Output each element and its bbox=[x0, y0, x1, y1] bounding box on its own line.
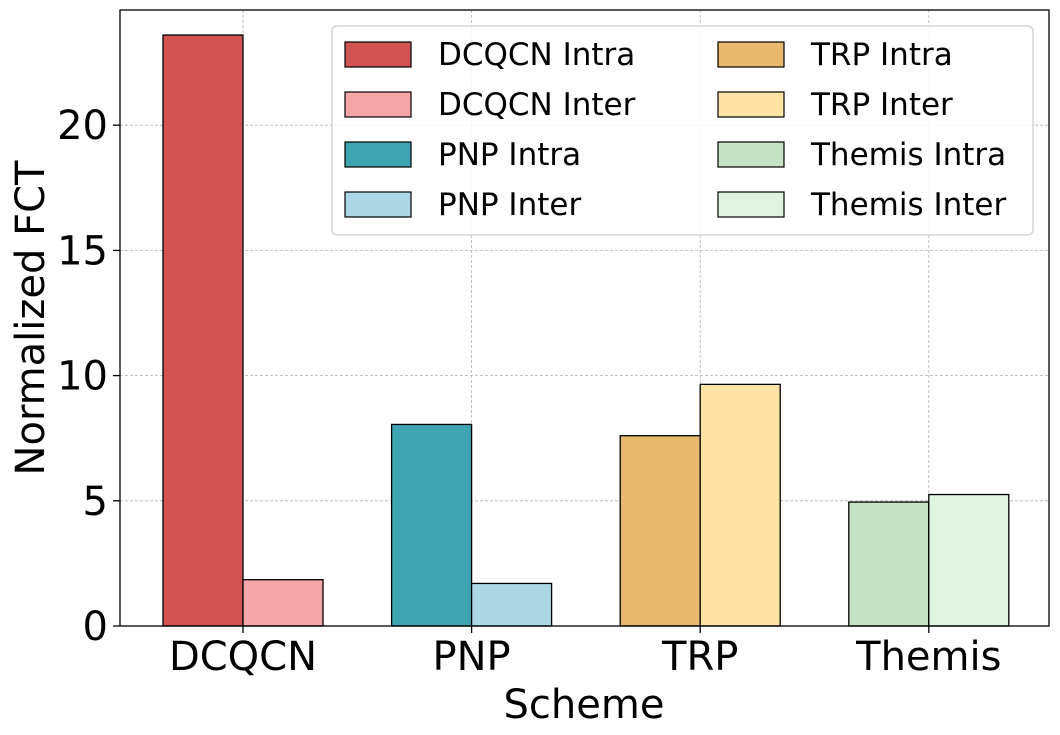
y-tick-label: 5 bbox=[83, 479, 108, 525]
plot-frame bbox=[119, 9, 1050, 627]
legend-label: PNP Intra bbox=[438, 137, 581, 173]
y-tick-label: 0 bbox=[83, 604, 108, 650]
bar-themis-intra bbox=[848, 501, 930, 627]
bar-themis-inter bbox=[928, 493, 1010, 627]
legend-label: Themis Intra bbox=[810, 137, 1006, 173]
legend-swatch bbox=[717, 41, 785, 68]
y-axis-ticks: 0 5 10 15 20 bbox=[57, 103, 120, 650]
legend-swatch bbox=[344, 191, 412, 218]
x-axis-label: Scheme bbox=[504, 682, 665, 728]
legend-swatch bbox=[717, 191, 785, 218]
legend-label: DCQCN Inter bbox=[438, 87, 636, 123]
legend: DCQCN Intra DCQCN Inter PNP Intra PNP Inter… bbox=[331, 25, 1034, 236]
y-axis-label: Normalized FCT bbox=[8, 160, 54, 475]
x-tick-label: Themis bbox=[855, 634, 1001, 680]
legend-label: PNP Inter bbox=[438, 187, 581, 223]
legend-swatch bbox=[344, 41, 412, 68]
bar-pnp-intra bbox=[390, 423, 473, 627]
bar-trp-intra bbox=[619, 435, 701, 627]
legend-swatch bbox=[717, 141, 785, 168]
legend-box bbox=[331, 25, 1034, 236]
bar-trp-inter bbox=[699, 383, 781, 627]
y-tick-label: 15 bbox=[57, 228, 108, 274]
x-axis-ticks: DCQCN PNP TRP Themis bbox=[169, 626, 1001, 680]
bar-dcqcn-intra bbox=[162, 34, 244, 627]
y-tick-label: 10 bbox=[57, 354, 108, 400]
legend-swatch bbox=[344, 141, 412, 168]
legend-label: Themis Inter bbox=[810, 187, 1006, 223]
y-tick-label: 20 bbox=[57, 103, 108, 149]
x-tick-label: DCQCN bbox=[169, 634, 317, 680]
legend-swatch bbox=[344, 91, 412, 118]
bars bbox=[162, 34, 1010, 627]
bar-dcqcn-inter bbox=[242, 579, 324, 627]
legend-label: TRP Inter bbox=[810, 87, 953, 123]
legend-label: TRP Intra bbox=[810, 37, 953, 73]
legend-swatch bbox=[717, 91, 785, 118]
x-tick-label: TRP bbox=[661, 634, 738, 680]
bar-pnp-inter bbox=[470, 582, 553, 627]
x-tick-label: PNP bbox=[433, 634, 511, 680]
legend-label: DCQCN Intra bbox=[438, 37, 635, 73]
